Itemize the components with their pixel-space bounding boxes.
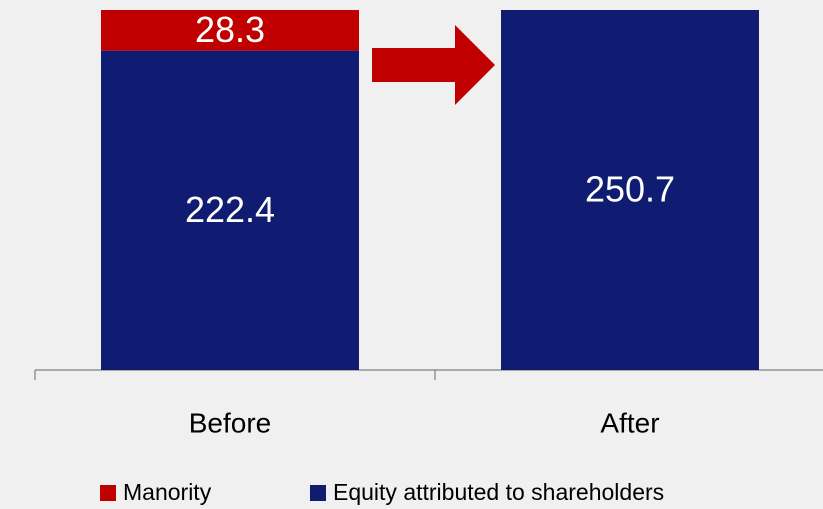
legend-label: Manority bbox=[123, 479, 212, 505]
x-tick-label: After bbox=[600, 407, 659, 438]
data-label: 28.3 bbox=[195, 9, 265, 50]
legend-swatch bbox=[310, 485, 326, 501]
arrow bbox=[372, 25, 495, 105]
bar-segment bbox=[101, 50, 359, 370]
bar-segment bbox=[101, 10, 359, 51]
bar-segment bbox=[501, 10, 759, 370]
legend-label: Equity attributed to shareholders bbox=[333, 479, 664, 505]
data-label: 250.7 bbox=[585, 169, 675, 210]
data-label: 222.4 bbox=[185, 189, 275, 230]
x-tick-label: Before bbox=[189, 407, 272, 438]
legend-swatch bbox=[100, 485, 116, 501]
